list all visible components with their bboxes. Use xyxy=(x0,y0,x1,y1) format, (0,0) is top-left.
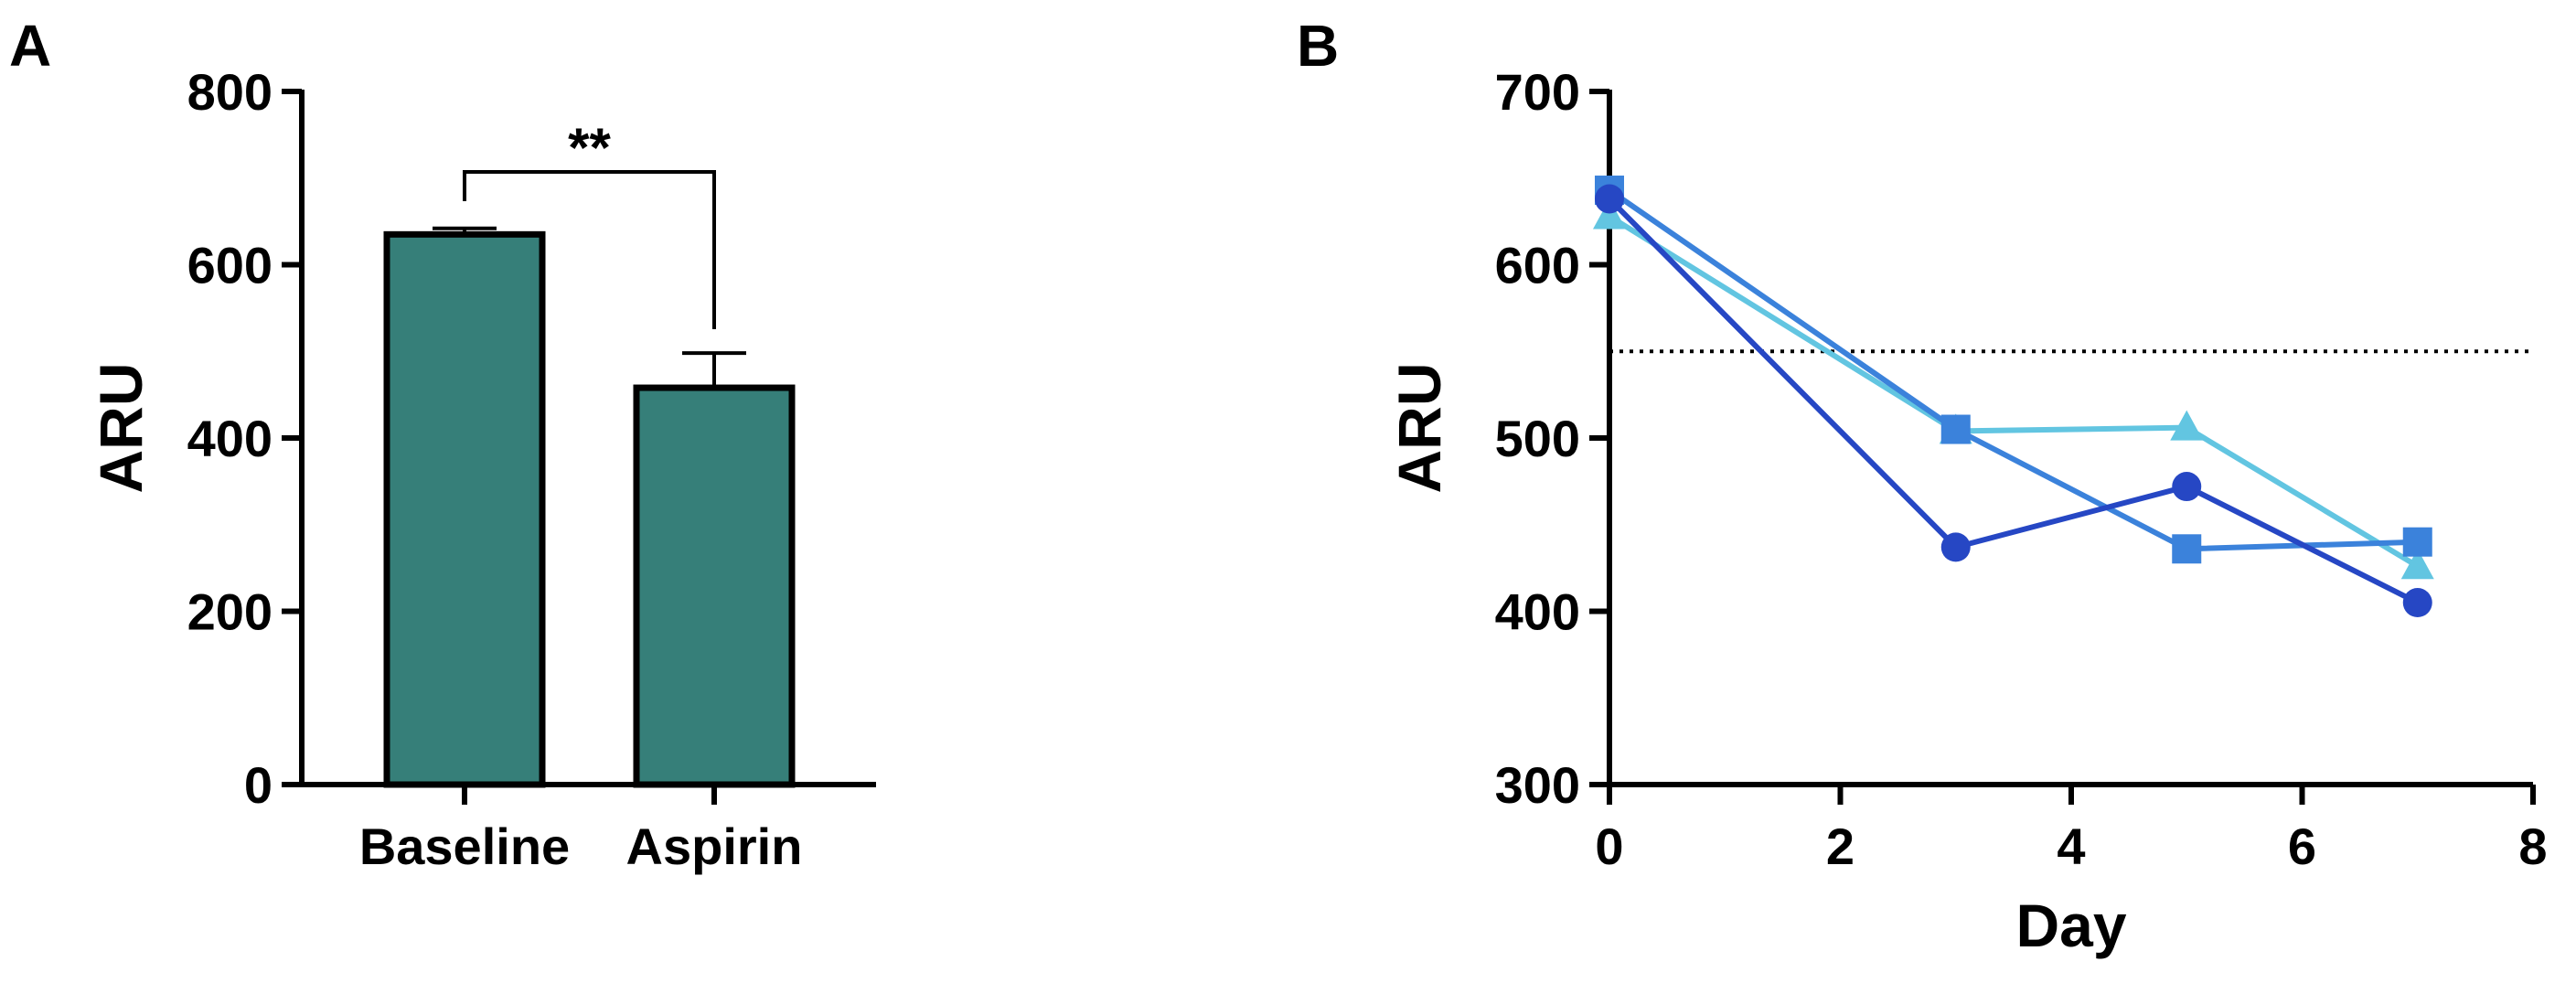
bars xyxy=(383,230,796,788)
y-ticks: 300 400 500 600 700 xyxy=(1495,63,1609,814)
y-tick-label: 500 xyxy=(1495,410,1580,467)
x-ticks: 0 2 4 6 8 xyxy=(1595,785,2548,875)
series-square xyxy=(1595,176,2432,564)
x-tick-label: 4 xyxy=(2057,817,2085,875)
y-tick-label: 300 xyxy=(1495,756,1580,814)
error-bars xyxy=(433,226,746,389)
y-tick-label: 800 xyxy=(187,63,273,121)
y-axis-title: ARU xyxy=(1385,363,1453,494)
data-point-circle xyxy=(2172,472,2202,502)
x-tick-label: Baseline xyxy=(359,817,570,875)
chart-b-line: 300 400 500 600 700 0 2 4 6 8 Day ARU xyxy=(1385,63,2548,959)
series-triangle xyxy=(1593,198,2434,580)
data-point-triangle xyxy=(2400,549,2434,580)
y-tick-label: 400 xyxy=(187,410,273,467)
bar xyxy=(383,230,546,788)
y-tick-label: 600 xyxy=(187,237,273,294)
significance-bracket: ** xyxy=(463,117,716,329)
y-tick-label: 200 xyxy=(187,583,273,641)
axes xyxy=(1607,90,2533,787)
bar xyxy=(633,384,796,788)
x-axis-title: Day xyxy=(2015,892,2126,959)
significance-bracket-line xyxy=(463,170,716,329)
y-tick-label: 0 xyxy=(244,756,273,814)
panel-b-label: B xyxy=(1297,13,1339,79)
series-circle xyxy=(1595,184,2432,618)
data-point-square xyxy=(2402,527,2432,557)
data-point-circle xyxy=(1940,532,1971,562)
series-line xyxy=(1607,197,2420,605)
data-point-circle xyxy=(2402,588,2432,618)
x-tick-label: 6 xyxy=(2288,817,2316,875)
panel-a-label: A xyxy=(9,13,51,79)
series xyxy=(1593,176,2434,618)
x-tick-label: Aspirin xyxy=(626,817,803,875)
y-axis-title: ARU xyxy=(87,363,155,494)
x-tick-label: 2 xyxy=(1826,817,1855,875)
y-tick-label: 700 xyxy=(1495,63,1580,121)
chart-a-bar: 0 200 400 600 800 Baseline Aspirin ** ARU xyxy=(87,63,876,875)
data-point-triangle xyxy=(2170,410,2204,441)
series-line xyxy=(1608,213,2420,569)
data-point-square xyxy=(2172,534,2202,564)
y-tick-label: 600 xyxy=(1495,237,1580,294)
data-point-triangle xyxy=(1593,198,1626,230)
x-tick-label: 0 xyxy=(1595,817,1623,875)
y-ticks: 0 200 400 600 800 xyxy=(187,63,302,814)
x-ticks: Baseline Aspirin xyxy=(359,785,803,875)
y-tick-label: 400 xyxy=(1495,583,1580,641)
data-point-circle xyxy=(1595,184,1624,214)
x-tick-label: 8 xyxy=(2518,817,2547,875)
significance-label: ** xyxy=(568,117,611,178)
data-point-square xyxy=(1940,414,1971,444)
